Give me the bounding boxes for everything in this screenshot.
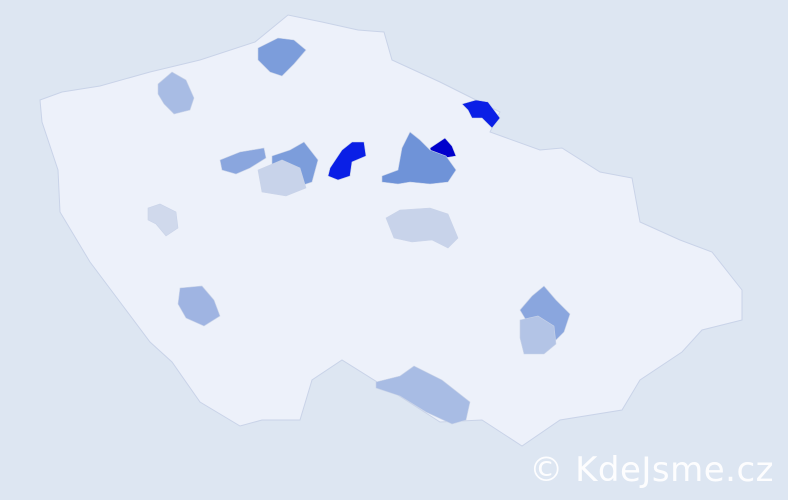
district-region[interactable] bbox=[257, 37, 307, 77]
district-region[interactable] bbox=[461, 99, 501, 129]
district-region[interactable] bbox=[219, 147, 267, 175]
watermark-kdejsme: © KdeJsme.cz bbox=[529, 450, 774, 490]
district-region[interactable] bbox=[157, 71, 195, 115]
district-region[interactable] bbox=[519, 315, 557, 355]
district-region[interactable] bbox=[147, 203, 179, 237]
district-region[interactable] bbox=[385, 207, 459, 249]
district-region[interactable] bbox=[375, 365, 471, 425]
district-region[interactable] bbox=[257, 159, 307, 197]
district-region[interactable] bbox=[381, 131, 457, 185]
district-region[interactable] bbox=[177, 285, 221, 327]
district-region[interactable] bbox=[327, 141, 367, 181]
